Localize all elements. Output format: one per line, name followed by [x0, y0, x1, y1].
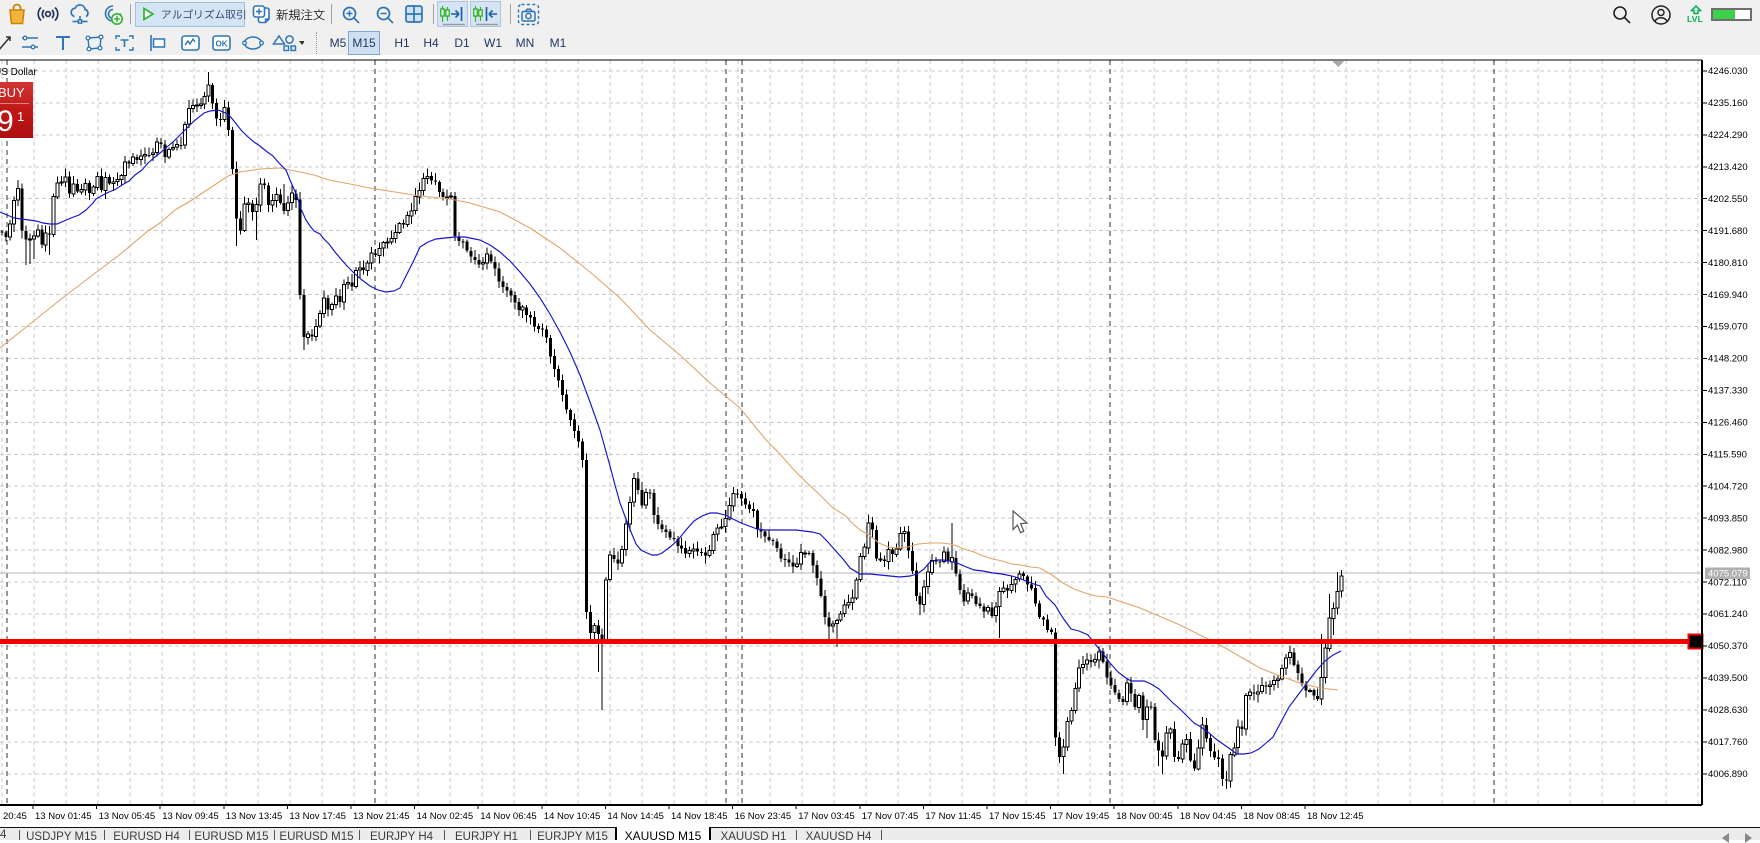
svg-text:4006.890: 4006.890: [1708, 769, 1748, 780]
svg-text:13 Nov 13:45: 13 Nov 13:45: [226, 811, 283, 822]
svg-text:14 Nov 06:45: 14 Nov 06:45: [480, 811, 537, 822]
svg-text:4075.079: 4075.079: [1708, 569, 1748, 580]
svg-text:9: 9: [0, 105, 14, 138]
svg-text:17 Nov 11:45: 17 Nov 11:45: [925, 811, 981, 822]
svg-text:US Dollar: US Dollar: [0, 67, 37, 78]
svg-text:4061.240: 4061.240: [1708, 609, 1748, 620]
svg-text:1: 1: [17, 109, 24, 124]
svg-text:4235.160: 4235.160: [1708, 98, 1748, 109]
svg-text:4137.330: 4137.330: [1708, 386, 1748, 397]
svg-text:4191.680: 4191.680: [1708, 226, 1748, 237]
svg-text:17 Nov 03:45: 17 Nov 03:45: [798, 811, 855, 822]
svg-text:4028.630: 4028.630: [1708, 705, 1748, 716]
svg-text:13 Nov 01:45: 13 Nov 01:45: [35, 811, 92, 822]
svg-text:4039.500: 4039.500: [1708, 673, 1748, 684]
svg-text:BUY: BUY: [0, 85, 25, 100]
svg-text:17 Nov 19:45: 17 Nov 19:45: [1053, 811, 1110, 822]
svg-text:17 Nov 07:45: 17 Nov 07:45: [862, 811, 919, 822]
svg-text:14 Nov 18:45: 14 Nov 18:45: [671, 811, 728, 822]
svg-text:18 Nov 00:45: 18 Nov 00:45: [1116, 811, 1173, 822]
svg-text:4148.200: 4148.200: [1708, 354, 1748, 365]
svg-text:4126.460: 4126.460: [1708, 418, 1748, 429]
svg-text:14 Nov 14:45: 14 Nov 14:45: [607, 811, 664, 822]
svg-text:13 Nov 21:45: 13 Nov 21:45: [353, 811, 410, 822]
svg-text:4072.110: 4072.110: [1708, 577, 1747, 588]
svg-text:17 Nov 15:45: 17 Nov 15:45: [989, 811, 1046, 822]
svg-text:4017.760: 4017.760: [1708, 737, 1748, 748]
svg-text:14 Nov 10:45: 14 Nov 10:45: [544, 811, 601, 822]
svg-text:18 Nov 08:45: 18 Nov 08:45: [1243, 811, 1300, 822]
svg-text:4082.980: 4082.980: [1708, 545, 1748, 556]
svg-text:4169.940: 4169.940: [1708, 290, 1748, 301]
svg-text:4159.070: 4159.070: [1708, 322, 1748, 333]
svg-text:20:45: 20:45: [3, 811, 27, 822]
svg-text:4224.290: 4224.290: [1708, 130, 1748, 141]
svg-text:16 Nov 23:45: 16 Nov 23:45: [735, 811, 792, 822]
svg-text:4104.720: 4104.720: [1708, 481, 1748, 492]
svg-text:4180.810: 4180.810: [1708, 258, 1748, 269]
svg-text:4050.370: 4050.370: [1708, 641, 1748, 652]
svg-text:4093.850: 4093.850: [1708, 513, 1748, 524]
svg-text:14 Nov 02:45: 14 Nov 02:45: [417, 811, 474, 822]
svg-text:18 Nov 04:45: 18 Nov 04:45: [1180, 811, 1237, 822]
svg-text:4213.420: 4213.420: [1708, 162, 1748, 173]
svg-text:13 Nov 17:45: 13 Nov 17:45: [289, 811, 346, 822]
svg-text:OK: OK: [216, 40, 228, 49]
svg-text:13 Nov 05:45: 13 Nov 05:45: [99, 811, 156, 822]
svg-text:13 Nov 09:45: 13 Nov 09:45: [162, 811, 219, 822]
svg-text:4115.590: 4115.590: [1708, 450, 1747, 461]
svg-text:4202.550: 4202.550: [1708, 194, 1748, 205]
svg-text:18 Nov 12:45: 18 Nov 12:45: [1307, 811, 1364, 822]
svg-text:4246.030: 4246.030: [1708, 66, 1748, 77]
